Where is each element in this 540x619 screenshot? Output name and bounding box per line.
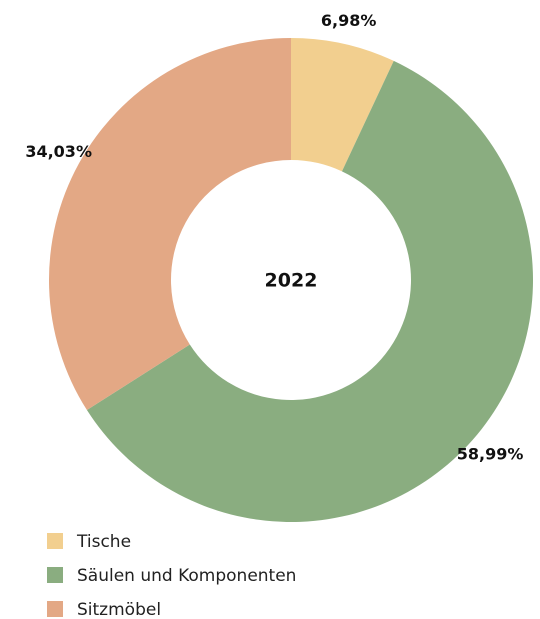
- center-label: 2022: [265, 270, 318, 292]
- slice: [86, 60, 534, 523]
- legend-label: Sitzmöbel: [77, 600, 161, 619]
- legend-label: Tische: [76, 532, 131, 552]
- data-label: 58,99%: [457, 444, 524, 463]
- legend-swatch: [47, 567, 63, 583]
- legend-swatch: [47, 601, 63, 617]
- data-label: 6,98%: [321, 11, 377, 30]
- data-label: 34,03%: [25, 142, 92, 161]
- legend-label: Säulen und Komponenten: [77, 566, 296, 586]
- legend-swatch: [47, 533, 63, 549]
- slice: [49, 37, 292, 411]
- slice: [291, 38, 394, 172]
